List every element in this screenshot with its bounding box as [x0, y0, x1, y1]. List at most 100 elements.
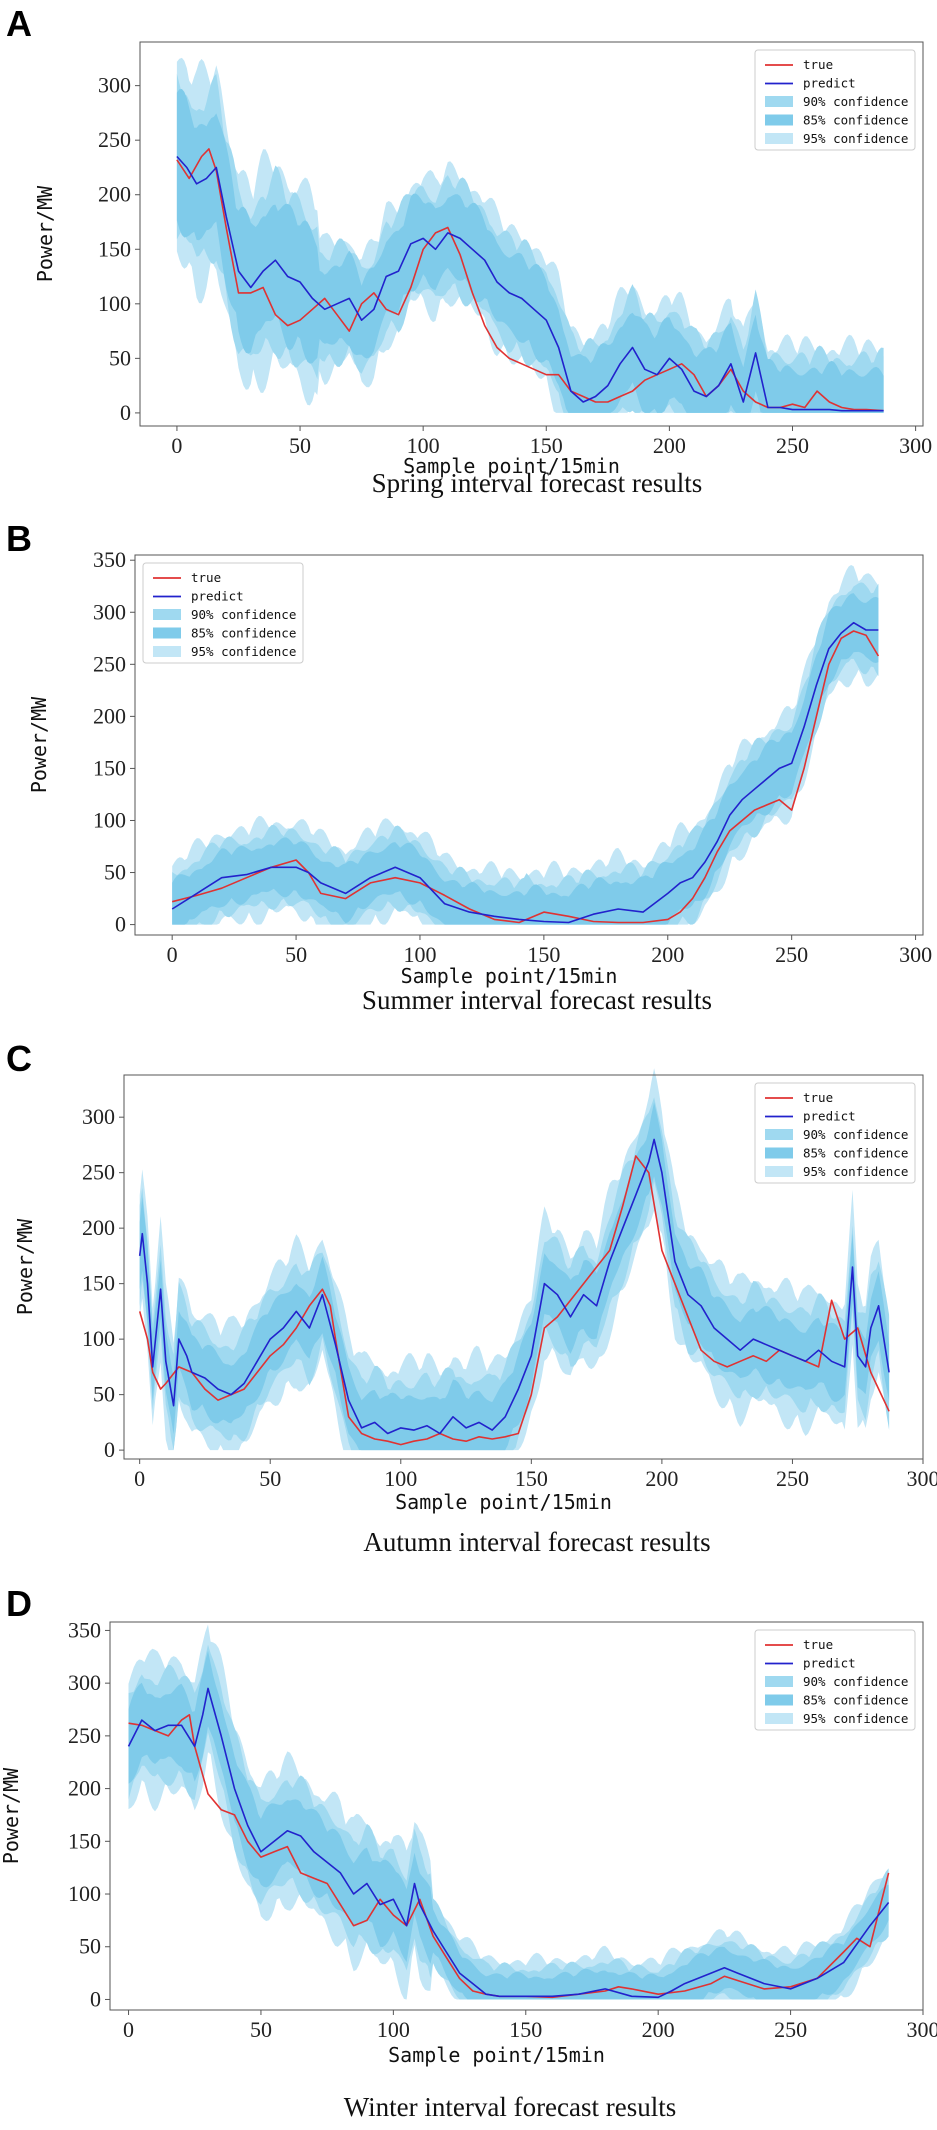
legend-swatch-patch [765, 1713, 793, 1724]
plot-frame [123, 1074, 924, 1460]
confidence-band-85 [176, 89, 884, 413]
x-axis-label: Sample point/15min [388, 2043, 605, 2067]
panel-label: A [6, 3, 32, 44]
figure-caption: Winter interval forecast results [344, 2092, 677, 2122]
y-tick-label: 150 [68, 1828, 101, 1853]
series-line-predict [127, 1687, 890, 1999]
x-tick-label: 250 [775, 942, 808, 967]
panel-b: B 0 50 100 150 200 250 300 0 50 100 150 200 250 300 350… [0, 515, 937, 1035]
x-tick-label: 100 [384, 1466, 417, 1491]
confidence-band-85 [128, 1650, 889, 2000]
series-line-true [138, 1155, 890, 1446]
legend-label: 85% confidence [803, 113, 908, 128]
panel-label: D [6, 1583, 32, 1624]
y-tick-label: 100 [93, 807, 126, 832]
legend-label: true [191, 570, 221, 585]
legend-label: 85% confidence [803, 1693, 908, 1708]
legend-label: true [803, 1637, 833, 1652]
legend-swatch-patch [765, 1166, 793, 1177]
plot-frame [109, 1621, 924, 2011]
legend-label: 90% confidence [803, 1127, 908, 1142]
x-tick-label: 0 [167, 942, 178, 967]
chart-spring-svg: A 0 50 100 150 200 250 300 0 50 100 150 200 250 300 Sam… [6, 3, 932, 498]
chart-summer-svg: B 0 50 100 150 200 250 300 0 50 100 150 200 250 300 350… [6, 518, 932, 1015]
x-tick-label: 300 [907, 1466, 937, 1491]
y-tick-label: 200 [93, 703, 126, 728]
x-tick-label: 150 [527, 942, 560, 967]
y-tick-label: 350 [93, 547, 126, 572]
x-tick-label: 200 [653, 433, 686, 458]
series-line-predict [138, 1138, 890, 1435]
legend-label: true [803, 57, 833, 72]
legend-label: true [803, 1090, 833, 1105]
x-tick-label: 50 [259, 1466, 281, 1491]
legend-label: 90% confidence [803, 1674, 908, 1689]
legend-swatch-patch [765, 1147, 793, 1159]
y-tick-label: 150 [93, 755, 126, 780]
legend-swatch-patch [153, 627, 181, 639]
legend-label: 85% confidence [803, 1146, 908, 1161]
x-tick-label: 0 [123, 2017, 134, 2042]
x-tick-label: 150 [530, 433, 563, 458]
y-tick-label: 100 [68, 1881, 101, 1906]
legend-box [754, 1629, 916, 1731]
series-line-predict [176, 155, 884, 412]
legend: true predict 90% confidence 85% confidence 9… [142, 562, 304, 664]
y-tick-label: 350 [68, 1617, 101, 1642]
x-tick-label: 300 [899, 942, 932, 967]
y-tick-label: 200 [82, 1215, 115, 1240]
confidence-band-85 [139, 1102, 890, 1451]
figure-caption: Spring interval forecast results [372, 468, 703, 498]
legend-swatch-patch [153, 646, 181, 657]
legend-label: 90% confidence [191, 607, 296, 622]
legend-label: predict [803, 1109, 856, 1124]
x-tick-label: 200 [651, 942, 684, 967]
series-line-true [172, 630, 880, 924]
legend: true predict 90% confidence 85% confidence 9… [754, 1082, 916, 1184]
legend-label: 95% confidence [803, 1164, 908, 1179]
y-tick-label: 300 [93, 599, 126, 624]
legend-label: 85% confidence [191, 626, 296, 641]
y-tick-label: 300 [82, 1104, 115, 1129]
x-axis-label: Sample point/15min [403, 454, 620, 478]
y-tick-label: 0 [115, 912, 126, 937]
series-line-true [176, 148, 884, 412]
y-tick-label: 50 [109, 345, 131, 370]
y-axis-label: Power/MW [27, 696, 51, 793]
y-tick-label: 50 [93, 1382, 115, 1407]
y-tick-label: 150 [98, 236, 131, 261]
chart-autumn-svg: C 0 50 100 150 200 250 300 0 50 100 150 200 250 300 Sam… [6, 1038, 937, 1557]
x-tick-label: 300 [899, 433, 932, 458]
figure-caption: Summer interval forecast results [362, 985, 712, 1015]
legend-box [754, 1082, 916, 1184]
series-line-predict [171, 621, 879, 924]
plot-frame [139, 41, 924, 427]
x-tick-label: 250 [776, 433, 809, 458]
y-axis-label: Power/MW [33, 185, 57, 282]
legend: true predict 90% confidence 85% confidence 9… [754, 1629, 916, 1731]
y-tick-label: 300 [68, 1670, 101, 1695]
x-tick-label: 50 [289, 433, 311, 458]
legend: true predict 90% confidence 85% confidence 9… [754, 49, 916, 151]
y-tick-label: 0 [90, 1986, 101, 2011]
y-tick-label: 100 [98, 291, 131, 316]
legend-swatch-patch [765, 1676, 793, 1687]
y-tick-label: 250 [93, 651, 126, 676]
legend-swatch-patch [765, 96, 793, 107]
x-tick-label: 200 [645, 1466, 678, 1491]
legend-swatch-patch [765, 114, 793, 126]
x-tick-label: 50 [250, 2017, 272, 2042]
y-axis-label: Power/MW [0, 1767, 23, 1864]
legend-box [754, 49, 916, 151]
y-tick-label: 200 [98, 182, 131, 207]
y-tick-label: 250 [98, 127, 131, 152]
y-tick-label: 250 [68, 1723, 101, 1748]
legend-swatch-patch [765, 1129, 793, 1140]
x-tick-label: 300 [907, 2017, 937, 2042]
legend-box [142, 562, 304, 664]
y-axis-label: Power/MW [13, 1218, 37, 1315]
x-tick-label: 100 [403, 942, 436, 967]
legend-label: 95% confidence [191, 644, 296, 659]
panel-label: B [6, 518, 32, 559]
plot-frame [134, 554, 924, 936]
